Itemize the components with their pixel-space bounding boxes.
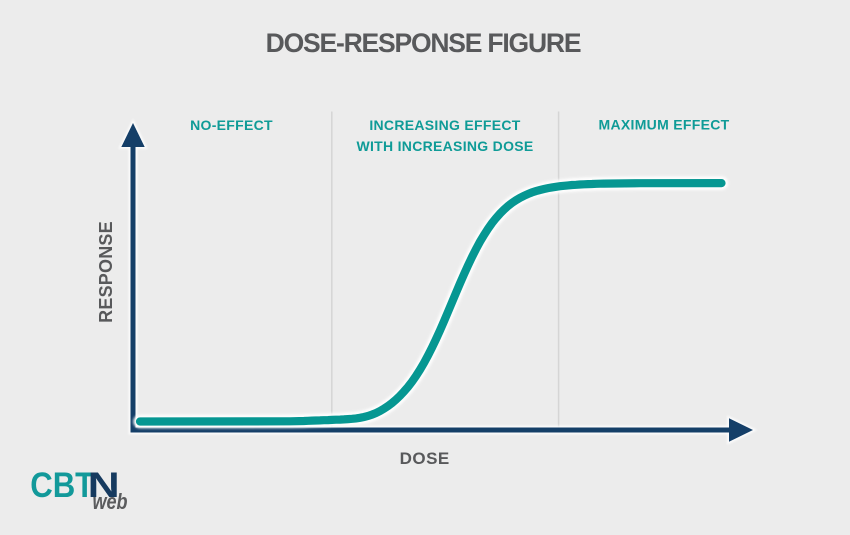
- svg-text:N: N: [88, 466, 120, 504]
- svg-text:INCREASING EFFECT: INCREASING EFFECT: [369, 117, 520, 133]
- svg-text:CBT: CBT: [30, 466, 94, 505]
- svg-text:NO-EFFECT: NO-EFFECT: [190, 117, 273, 133]
- svg-text:DOSE: DOSE: [400, 449, 450, 468]
- svg-text:WITH INCREASING DOSE: WITH INCREASING DOSE: [356, 138, 533, 154]
- svg-text:web: web: [93, 489, 128, 514]
- svg-text:DOSE-RESPONSE FIGURE: DOSE-RESPONSE FIGURE: [266, 28, 581, 58]
- svg-text:MAXIMUM EFFECT: MAXIMUM EFFECT: [599, 117, 730, 133]
- svg-text:RESPONSE: RESPONSE: [96, 221, 116, 323]
